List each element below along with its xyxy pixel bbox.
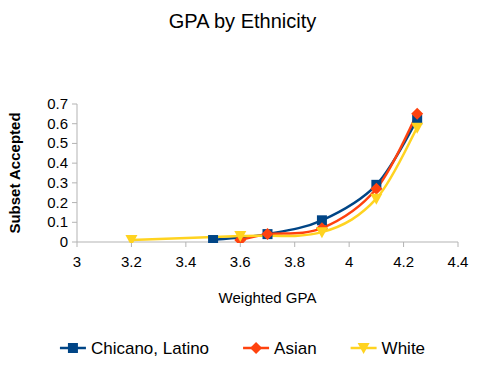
- y-axis: [77, 104, 78, 242]
- data-point: [125, 235, 137, 243]
- y-tick: [72, 242, 77, 243]
- y-tick-label: 0.6: [47, 115, 68, 132]
- y-tick: [72, 143, 77, 144]
- y-tick: [72, 182, 77, 183]
- y-tick-label: 0.5: [47, 134, 68, 151]
- x-tick-label: 3.8: [284, 253, 305, 270]
- data-point: [370, 194, 382, 205]
- legend-marker: [358, 343, 370, 354]
- y-tick: [72, 202, 77, 203]
- data-point: [208, 235, 218, 243]
- y-tick-label: 0.7: [47, 95, 68, 112]
- x-tick-label: 3.6: [230, 253, 251, 270]
- legend-label: Chicano, Latino: [91, 339, 209, 358]
- y-tick-label: 0: [60, 233, 68, 250]
- x-tick: [403, 242, 404, 247]
- y-tick: [72, 123, 77, 124]
- series-line: [213, 120, 417, 240]
- legend-label: Asian: [274, 339, 317, 358]
- y-tick-label: 0.3: [47, 174, 68, 191]
- y-tick: [72, 104, 77, 105]
- x-axis: [77, 242, 458, 243]
- y-axis-label: Subset Accepted: [6, 112, 23, 233]
- legend-item: Chicano, Latino: [60, 339, 209, 358]
- x-tick: [185, 242, 186, 247]
- x-tick: [458, 242, 459, 247]
- legend-marker: [68, 343, 78, 353]
- x-tick-label: 3.4: [175, 253, 196, 270]
- x-tick-label: 3: [73, 253, 81, 270]
- y-tick-label: 0.1: [47, 213, 68, 230]
- data-point: [411, 123, 423, 134]
- legend: Chicano, Latino Asian White: [60, 339, 425, 358]
- legend-item: Asian: [243, 339, 317, 358]
- y-tick-label: 0.2: [47, 194, 68, 211]
- legend-item: White: [351, 339, 425, 358]
- plot-area: [125, 108, 423, 243]
- title: GPA by Ethnicity: [169, 10, 316, 32]
- x-tick: [77, 242, 78, 247]
- x-tick-label: 4: [345, 253, 353, 270]
- x-tick: [349, 242, 350, 247]
- legend-marker: [250, 342, 262, 354]
- y-tick: [72, 163, 77, 164]
- data-point: [234, 231, 246, 242]
- chart: GPA by Ethnicity 0 0.1 0.2 0.3 0.4 0.5 0.6 0.7 3 3…: [0, 0, 485, 368]
- data-point: [316, 227, 328, 238]
- data-point: [370, 183, 382, 195]
- data-point: [262, 228, 274, 240]
- y-tick: [72, 222, 77, 223]
- series-line: [131, 128, 417, 240]
- data-point: [263, 229, 273, 239]
- y-tick-label: 0.4: [47, 154, 68, 171]
- x-axis-label: Weighted GPA: [219, 289, 317, 306]
- x-tick-label: 4.4: [448, 253, 469, 270]
- legend-label: White: [382, 339, 425, 358]
- x-tick: [294, 242, 295, 247]
- x-tick-label: 3.2: [121, 253, 142, 270]
- x-tick-label: 4.2: [393, 253, 414, 270]
- data-point: [411, 108, 423, 120]
